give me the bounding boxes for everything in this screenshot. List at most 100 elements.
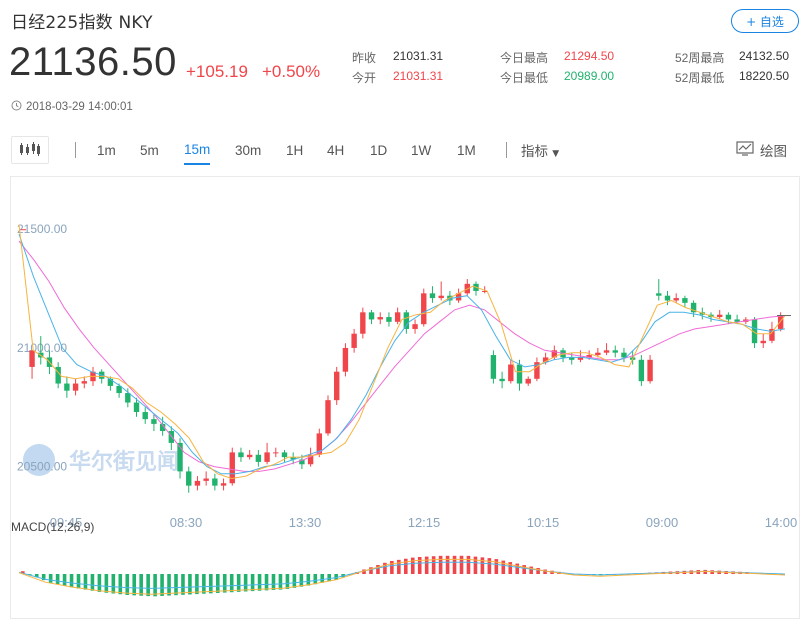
clock-icon (11, 100, 22, 114)
draw-label: 绘图 (760, 144, 787, 160)
candle (377, 312, 383, 325)
candle-body (717, 314, 723, 318)
macd-histogram-bar (139, 574, 143, 596)
candle-body (177, 442, 183, 472)
stat-value: 20989.00 (564, 69, 615, 83)
chart-area[interactable]: 华尔街见闻 21500.00 21000.00 20500.00 09:45 08:30 1… (10, 176, 800, 619)
candle-body (290, 457, 296, 460)
candle (499, 371, 505, 389)
macd-histogram-bar (236, 574, 241, 592)
macd-histogram-bar (508, 562, 513, 574)
period-tab-5m[interactable]: 5m (140, 142, 159, 158)
macd-histogram-bar (132, 574, 137, 596)
ma10-line (18, 233, 786, 475)
candle (20, 229, 27, 231)
toolbar-divider (75, 142, 76, 158)
candle-body (734, 319, 740, 322)
macd-histogram-bar (445, 555, 450, 574)
macd-histogram-bar (369, 567, 373, 574)
macd-histogram-bar (543, 569, 547, 574)
macd-histogram-bar (34, 574, 39, 578)
candle-body (569, 357, 575, 360)
macd-histogram-bar (125, 574, 130, 595)
macd-histogram-bar (431, 556, 436, 574)
ma20-line (18, 240, 786, 472)
candle (638, 355, 645, 386)
macd-histogram-bar (494, 559, 499, 574)
stat-prev-close: 昨收 21031.31 (352, 49, 443, 66)
candle (386, 312, 392, 327)
stat-value: 18220.50 (739, 69, 790, 83)
candle-body (421, 293, 427, 325)
candle-body (638, 359, 645, 382)
candle-body (325, 400, 331, 434)
macd-histogram-bar (174, 574, 178, 596)
macd-histogram-bar (209, 574, 213, 594)
candle-body (64, 383, 70, 391)
candlestick-type-button[interactable] (11, 136, 49, 164)
period-tab-1mo[interactable]: 1M (457, 142, 476, 158)
candle (307, 447, 314, 467)
candle (717, 309, 723, 320)
candle (246, 450, 253, 460)
candle (603, 343, 610, 356)
candle (290, 452, 296, 465)
period-tab-1w[interactable]: 1W (411, 142, 432, 158)
macd-histogram-bar (459, 555, 464, 574)
candle-body (769, 328, 775, 341)
candle-body (508, 364, 514, 382)
candle (212, 473, 218, 491)
candle-body (203, 478, 209, 481)
macd-histogram-bar (487, 558, 492, 574)
candle (220, 478, 227, 491)
x-axis-tick-label: 12:15 (408, 515, 441, 530)
candle (64, 376, 70, 398)
candle-body (264, 452, 270, 462)
add-favorite-button[interactable]: + 自选 (731, 9, 799, 33)
period-tab-1m[interactable]: 1m (97, 142, 116, 158)
period-tab-15m[interactable]: 15m (184, 136, 211, 165)
candle (334, 366, 340, 405)
period-tab-4h[interactable]: 4H (327, 142, 345, 158)
macd-histogram-bar (167, 574, 171, 596)
candle (186, 466, 192, 493)
period-tab-1d[interactable]: 1D (370, 142, 388, 158)
candle-body (438, 295, 444, 299)
macd-histogram-bar (160, 574, 164, 596)
candle-body (220, 483, 227, 486)
macd-histogram-bar (306, 574, 311, 586)
indicator-dropdown[interactable]: 指标 ▼ (521, 140, 559, 160)
candle (264, 442, 270, 465)
candle (238, 447, 244, 462)
macd-histogram-bar (313, 574, 318, 585)
candle-body (273, 452, 279, 454)
macd-histogram-bar (90, 574, 95, 591)
candle-body (142, 412, 148, 420)
macd-histogram-bar (202, 574, 206, 594)
candle-body (186, 471, 192, 486)
candle (429, 286, 436, 303)
candle (133, 397, 140, 417)
candle (360, 307, 366, 339)
stat-value: 21031.31 (393, 69, 444, 83)
candle-body (603, 350, 610, 353)
candle-body (125, 393, 131, 403)
candle-body (551, 350, 558, 358)
macd-histogram-bar (215, 574, 220, 593)
candle (159, 416, 166, 436)
draw-button[interactable]: 绘图 (736, 140, 787, 160)
period-tab-1h[interactable]: 1H (286, 142, 304, 158)
macd-histogram-bar (390, 560, 394, 574)
candle-body (255, 454, 262, 462)
candle-body (72, 383, 79, 391)
macd-histogram-bar (250, 574, 255, 592)
macd-histogram-bar (188, 574, 192, 595)
macd-histogram-bar (424, 556, 429, 574)
index-title: 日经225指数 NKY (11, 13, 153, 33)
period-tab-30m[interactable]: 30m (235, 142, 262, 158)
candle-body (777, 315, 784, 329)
candle-body (516, 364, 523, 384)
macd-histogram-bar (55, 574, 60, 585)
macd-histogram-bar (299, 574, 304, 587)
